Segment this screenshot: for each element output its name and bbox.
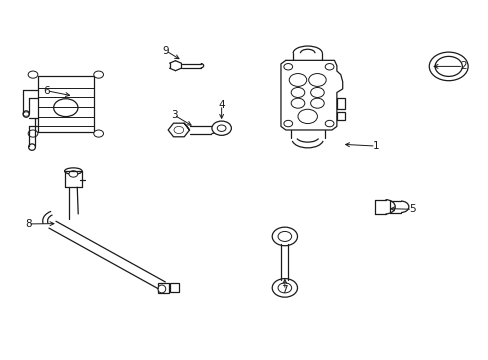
Text: 3: 3 xyxy=(170,110,177,120)
Circle shape xyxy=(325,120,333,127)
Circle shape xyxy=(211,121,231,135)
Circle shape xyxy=(28,130,38,137)
Circle shape xyxy=(290,87,304,98)
Circle shape xyxy=(284,64,292,70)
Ellipse shape xyxy=(29,144,35,150)
Text: 1: 1 xyxy=(372,141,378,151)
Circle shape xyxy=(217,125,225,131)
Circle shape xyxy=(434,57,461,76)
Bar xyxy=(38,76,94,132)
Text: 2: 2 xyxy=(459,62,466,71)
Circle shape xyxy=(94,130,103,137)
Circle shape xyxy=(288,73,306,86)
Text: 6: 6 xyxy=(43,86,50,96)
Circle shape xyxy=(284,120,292,127)
Circle shape xyxy=(278,283,291,293)
Circle shape xyxy=(174,126,183,134)
Circle shape xyxy=(428,52,467,81)
Circle shape xyxy=(69,171,78,177)
Circle shape xyxy=(272,227,297,246)
Ellipse shape xyxy=(64,168,82,174)
Text: 5: 5 xyxy=(408,204,415,214)
Ellipse shape xyxy=(23,111,29,117)
Bar xyxy=(336,112,344,120)
Ellipse shape xyxy=(158,285,165,293)
Bar xyxy=(169,283,179,292)
Circle shape xyxy=(278,231,291,242)
Circle shape xyxy=(290,98,304,108)
Circle shape xyxy=(308,73,325,86)
Circle shape xyxy=(54,99,78,117)
Circle shape xyxy=(297,109,317,123)
Circle shape xyxy=(94,71,103,78)
Circle shape xyxy=(325,64,333,70)
Circle shape xyxy=(310,98,324,108)
Circle shape xyxy=(272,279,297,297)
Bar xyxy=(158,283,168,293)
Circle shape xyxy=(28,71,38,78)
Text: 7: 7 xyxy=(281,285,287,295)
Bar xyxy=(336,98,344,109)
Text: 4: 4 xyxy=(218,100,224,110)
Circle shape xyxy=(310,87,324,98)
Text: 8: 8 xyxy=(25,219,31,229)
Text: 9: 9 xyxy=(162,46,169,56)
